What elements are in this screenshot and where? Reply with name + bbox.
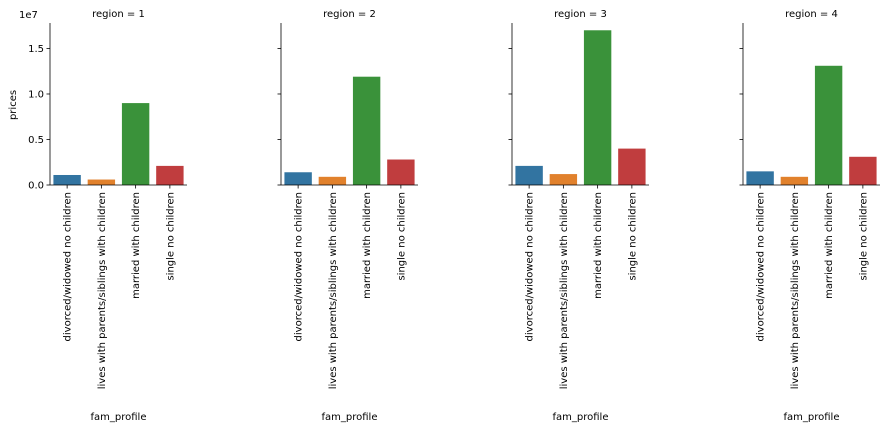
bar-1 bbox=[746, 171, 774, 185]
bar-2 bbox=[549, 174, 578, 185]
y-tick-label: 1.0 bbox=[28, 89, 44, 100]
bar-3 bbox=[583, 30, 612, 186]
x-tick-label: lives with parents/siblings with childre… bbox=[559, 192, 570, 389]
x-tick-label: divorced/widowed no children bbox=[294, 192, 305, 341]
x-tick-label: single no children bbox=[627, 192, 638, 281]
bar-2 bbox=[780, 176, 809, 185]
facet-panel-1: region = 1 0.0 0.5 1.0 1.5 divorced/widowed n… bbox=[28, 9, 187, 423]
x-tick-label: single no children bbox=[858, 192, 869, 281]
x-tick-label: married with children bbox=[131, 192, 142, 299]
x-axis-label: fam_profile bbox=[784, 412, 840, 423]
x-tick-label: married with children bbox=[362, 192, 373, 299]
y-tick-label: 0.0 bbox=[28, 181, 44, 192]
x-tick-label: divorced/widowed no children bbox=[525, 192, 536, 341]
facet-panels: region = 1 0.0 0.5 1.0 1.5 divorced/widowed n… bbox=[28, 9, 880, 423]
bar-1 bbox=[515, 165, 543, 185]
bar-4 bbox=[849, 156, 877, 185]
bar-1 bbox=[284, 172, 312, 185]
facet-panel-2: region = 2 divorced/widowed no children li… bbox=[277, 9, 418, 423]
bar-3 bbox=[352, 76, 381, 185]
panel-title: region = 2 bbox=[323, 9, 376, 20]
x-tick-label: married with children bbox=[593, 192, 604, 299]
panel-title: region = 3 bbox=[554, 9, 607, 20]
y-tick-label: 1.5 bbox=[28, 44, 44, 55]
x-axis-label: fam_profile bbox=[553, 412, 609, 423]
x-tick-label: lives with parents/siblings with childre… bbox=[328, 192, 339, 389]
panel-title: region = 1 bbox=[92, 9, 145, 20]
bar-4 bbox=[618, 148, 646, 185]
y-axis-label: prices bbox=[8, 90, 19, 120]
panel-title: region = 4 bbox=[785, 9, 838, 20]
x-axis-label: fam_profile bbox=[91, 412, 147, 423]
x-tick-label: single no children bbox=[165, 192, 176, 281]
bar-2 bbox=[87, 179, 116, 185]
bar-4 bbox=[387, 159, 415, 185]
x-axis-label: fam_profile bbox=[322, 412, 378, 423]
x-tick-label: lives with parents/siblings with childre… bbox=[790, 192, 801, 389]
bar-3 bbox=[814, 65, 843, 185]
x-tick-label: single no children bbox=[396, 192, 407, 281]
x-tick-label: divorced/widowed no children bbox=[63, 192, 74, 341]
x-tick-label: divorced/widowed no children bbox=[756, 192, 767, 341]
x-tick-label: married with children bbox=[824, 192, 835, 299]
facet-panel-3: region = 3 divorced/widowed no children li… bbox=[508, 9, 649, 423]
y-tick-label: 0.5 bbox=[28, 135, 44, 146]
y-offset-label: 1e7 bbox=[19, 10, 38, 21]
bar-1 bbox=[53, 174, 81, 185]
bar-4 bbox=[156, 165, 184, 185]
bar-2 bbox=[318, 176, 347, 185]
bar-3 bbox=[121, 103, 150, 185]
facet-panel-4: region = 4 divorced/widowed no children li… bbox=[739, 9, 880, 423]
x-tick-label: lives with parents/siblings with childre… bbox=[97, 192, 108, 389]
